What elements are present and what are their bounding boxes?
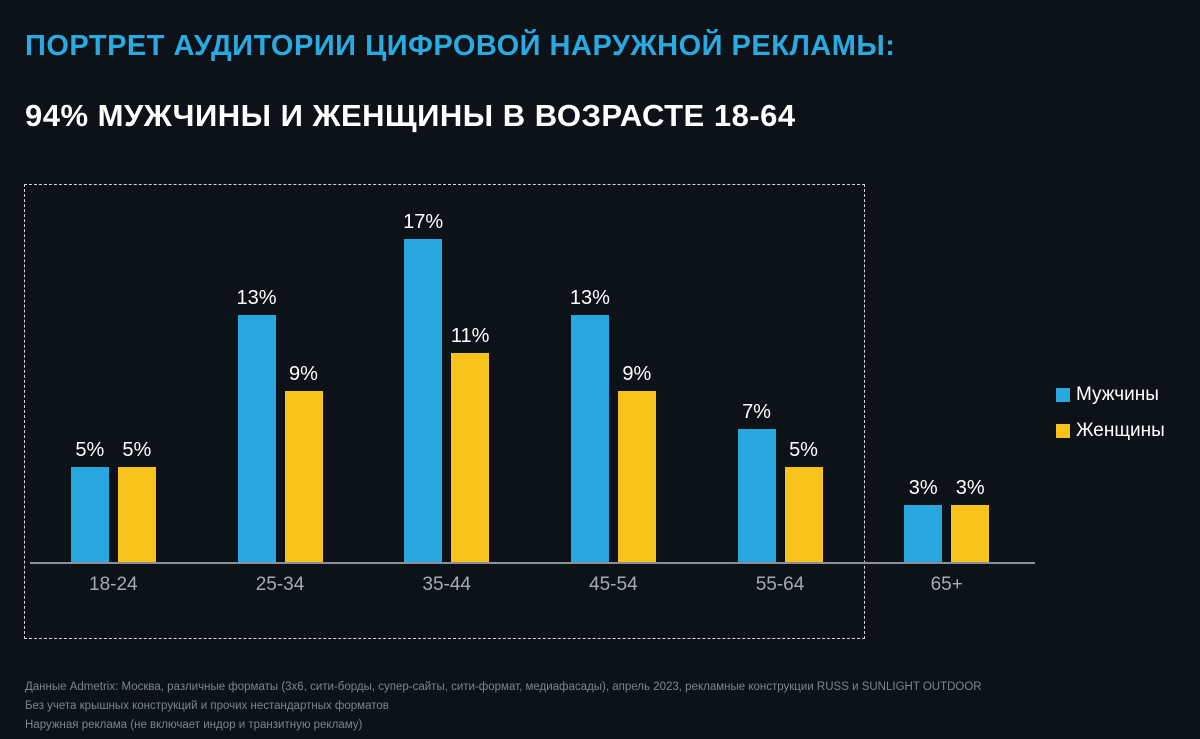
bar-male: [70, 467, 109, 562]
legend: Мужчины Женщины: [1056, 384, 1165, 442]
bar-value-label: 11%: [450, 325, 490, 347]
bar-value-label: 9%: [289, 363, 318, 385]
bar-female: [617, 391, 656, 562]
bar-group: 7% 5%: [697, 200, 864, 562]
bar-column: 13%: [236, 287, 277, 562]
bar-value-label: 9%: [622, 363, 652, 385]
bar-female: [451, 353, 490, 562]
bar-group: 17% 11%: [363, 200, 530, 562]
legend-label-female: Женщины: [1076, 420, 1165, 441]
footnote-line-3: Наружная реклама (не включает индор и тр…: [25, 718, 363, 731]
bar-male: [404, 239, 443, 562]
category-label: 18-24: [89, 574, 138, 595]
category-labels: 18-24 25-34 35-44 45-54 55-64 65+: [30, 574, 1030, 596]
bar-group: 13% 9%: [197, 200, 364, 562]
bar-male: [737, 429, 776, 562]
category-label: 35-44: [422, 574, 471, 595]
bar-value-label: 7%: [742, 401, 771, 423]
bar-value-label: 5%: [122, 439, 152, 461]
bar-column: 5%: [70, 439, 109, 562]
bar-column: 11%: [451, 325, 489, 562]
bar-male: [237, 315, 276, 562]
x-axis-line: [30, 562, 1035, 564]
slide-title-line1: ПОРТРЕТ АУДИТОРИИ ЦИФРОВОЙ НАРУЖНОЙ РЕКЛ…: [25, 30, 896, 62]
bar-column: 3%: [904, 477, 943, 562]
category-label: 45-54: [589, 574, 638, 595]
bar-group: 5% 5%: [30, 200, 197, 562]
bar-value-label: 17%: [403, 211, 444, 233]
bar-value-label: 13%: [236, 287, 277, 309]
bar-column: 13%: [569, 287, 610, 562]
bar-value-label: 3%: [955, 477, 985, 499]
bar-female: [117, 467, 156, 562]
bar-column: 5%: [784, 439, 823, 562]
footnote-line-2: Без учета крышных конструкций и прочих н…: [25, 699, 389, 712]
footnote-line-1: Данные Admetrix: Москва, различные форма…: [25, 681, 982, 693]
bar-group: 13% 9%: [530, 200, 697, 562]
legend-item-male: Мужчины: [1056, 384, 1165, 406]
footnotes: Данные Admetrix: Москва, различные форма…: [25, 678, 982, 735]
bar-group: 3% 3%: [863, 200, 1030, 562]
legend-label-male: Мужчины: [1076, 384, 1159, 405]
bar-female: [951, 505, 990, 562]
bar-female: [284, 391, 323, 562]
bar-value-label: 13%: [569, 287, 610, 309]
legend-item-female: Женщины: [1056, 420, 1165, 442]
bar-column: 9%: [284, 363, 323, 562]
bar-value-label: 3%: [908, 477, 938, 499]
category-label: 25-34: [255, 574, 305, 595]
bar-column: 9%: [617, 363, 656, 562]
legend-swatch-male-icon: [1056, 388, 1070, 402]
slide-title-line2: 94% МУЖЧИНЫ И ЖЕНЩИНЫ В ВОЗРАСТЕ 18-64: [25, 98, 796, 133]
bar-female: [784, 467, 823, 562]
bar-male: [570, 315, 609, 562]
legend-swatch-female-icon: [1056, 424, 1070, 438]
bar-value-label: 5%: [75, 439, 105, 461]
bar-column: 3%: [951, 477, 990, 562]
bar-male: [904, 505, 943, 562]
bar-column: 5%: [117, 439, 156, 562]
plot-area: 5% 5% 13% 9% 17% 11% 13% 9% 7% 5% 3% 3%: [30, 200, 1030, 562]
category-label: 65+: [930, 574, 963, 595]
bar-value-label: 5%: [789, 439, 818, 461]
bar-column: 17%: [403, 211, 444, 562]
bar-column: 7%: [737, 401, 776, 562]
category-label: 55-64: [755, 574, 805, 595]
